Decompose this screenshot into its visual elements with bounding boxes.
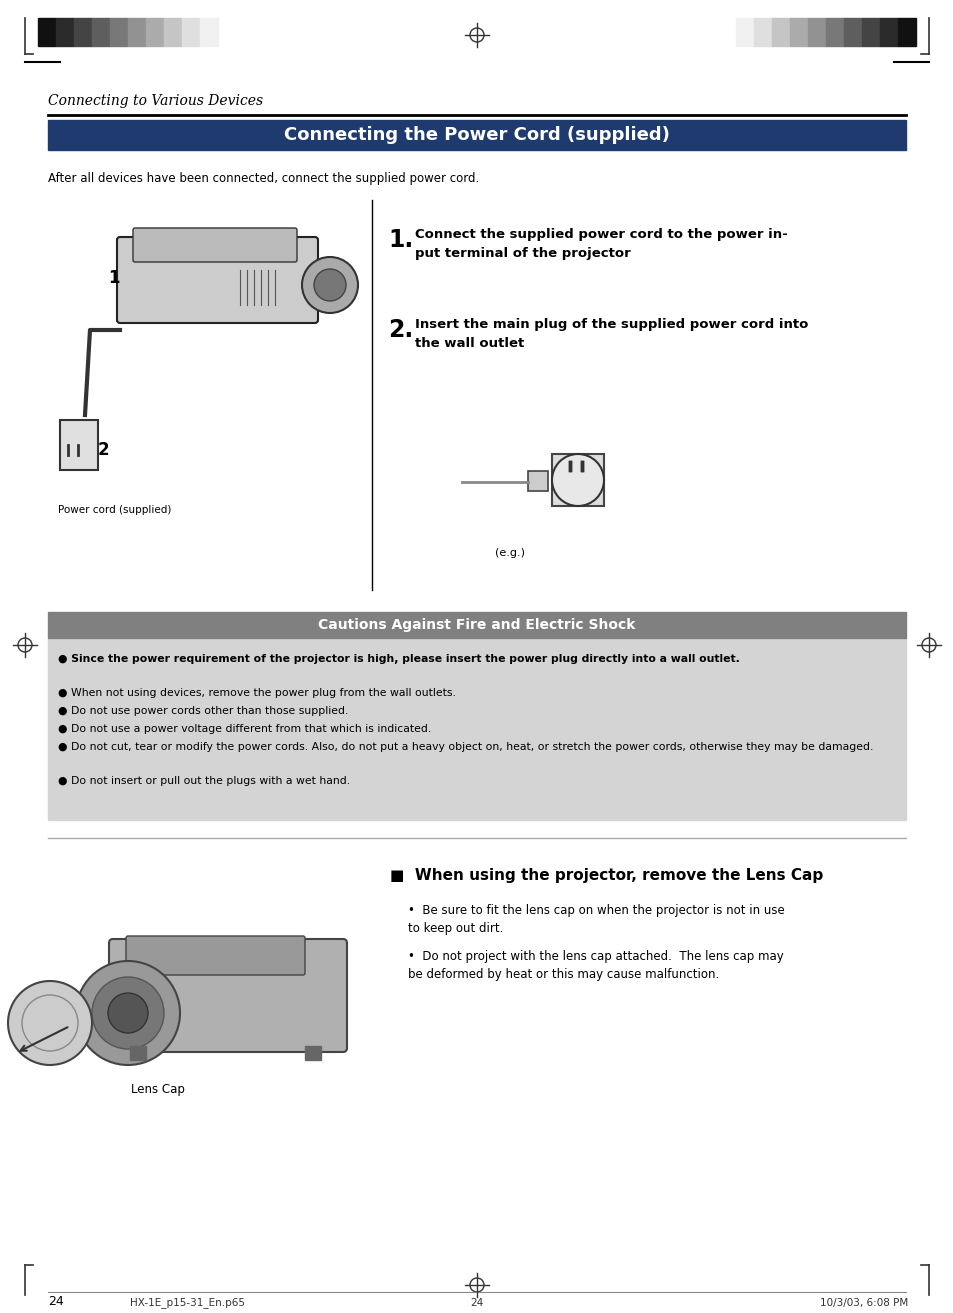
Bar bbox=[164, 18, 182, 46]
Bar bbox=[862, 18, 879, 46]
Text: 1.: 1. bbox=[388, 228, 413, 252]
Text: 1: 1 bbox=[108, 269, 119, 288]
Bar bbox=[753, 18, 771, 46]
Bar bbox=[48, 119, 905, 150]
Bar bbox=[110, 18, 128, 46]
Text: 10/3/03, 6:08 PM: 10/3/03, 6:08 PM bbox=[820, 1299, 907, 1308]
Text: ● Do not insert or pull out the plugs with a wet hand.: ● Do not insert or pull out the plugs wi… bbox=[58, 776, 350, 786]
Text: ● When not using devices, remove the power plug from the wall outlets.: ● When not using devices, remove the pow… bbox=[58, 688, 456, 699]
Text: After all devices have been connected, connect the supplied power cord.: After all devices have been connected, c… bbox=[48, 172, 478, 185]
Text: 2: 2 bbox=[98, 441, 110, 460]
Text: •  Be sure to fit the lens cap on when the projector is not in use
to keep out d: • Be sure to fit the lens cap on when th… bbox=[408, 903, 784, 935]
Text: Lens Cap: Lens Cap bbox=[131, 1083, 185, 1096]
Bar bbox=[128, 18, 146, 46]
Text: ■  When using the projector, remove the Lens Cap: ■ When using the projector, remove the L… bbox=[390, 868, 822, 884]
Bar bbox=[60, 420, 98, 470]
Bar bbox=[807, 18, 825, 46]
Bar bbox=[843, 18, 862, 46]
Text: (e.g.): (e.g.) bbox=[495, 548, 524, 558]
Text: •  Do not project with the lens cap attached.  The lens cap may
be deformed by h: • Do not project with the lens cap attac… bbox=[408, 951, 783, 981]
Circle shape bbox=[108, 993, 148, 1033]
Circle shape bbox=[302, 257, 357, 312]
Bar bbox=[48, 612, 905, 638]
Circle shape bbox=[552, 454, 603, 506]
Bar bbox=[552, 454, 603, 506]
Bar bbox=[527, 471, 547, 491]
Text: 24: 24 bbox=[470, 1299, 483, 1308]
Bar bbox=[182, 18, 200, 46]
Circle shape bbox=[76, 961, 180, 1065]
Bar bbox=[825, 18, 843, 46]
Bar bbox=[56, 18, 74, 46]
Text: Connecting to Various Devices: Connecting to Various Devices bbox=[48, 95, 263, 108]
Bar bbox=[735, 18, 753, 46]
Text: Cautions Against Fire and Electric Shock: Cautions Against Fire and Electric Shock bbox=[318, 618, 635, 632]
Bar bbox=[789, 18, 807, 46]
Text: 2.: 2. bbox=[388, 318, 413, 341]
Bar bbox=[130, 1046, 146, 1060]
Text: Connecting the Power Cord (supplied): Connecting the Power Cord (supplied) bbox=[284, 126, 669, 144]
Circle shape bbox=[314, 269, 346, 301]
Bar bbox=[74, 18, 91, 46]
Bar bbox=[305, 1046, 320, 1060]
Circle shape bbox=[91, 977, 164, 1049]
Text: Insert the main plug of the supplied power cord into
the wall outlet: Insert the main plug of the supplied pow… bbox=[415, 318, 807, 351]
Bar bbox=[48, 638, 905, 821]
FancyBboxPatch shape bbox=[132, 228, 296, 263]
Circle shape bbox=[8, 981, 91, 1065]
Bar bbox=[91, 18, 110, 46]
FancyBboxPatch shape bbox=[117, 238, 317, 323]
Bar bbox=[879, 18, 897, 46]
Circle shape bbox=[552, 454, 603, 506]
Bar bbox=[771, 18, 789, 46]
Text: ● Do not use a power voltage different from that which is indicated.: ● Do not use a power voltage different f… bbox=[58, 723, 431, 734]
Bar bbox=[200, 18, 218, 46]
Text: ● Do not use power cords other than those supplied.: ● Do not use power cords other than thos… bbox=[58, 706, 348, 716]
Text: Power cord (supplied): Power cord (supplied) bbox=[58, 506, 172, 515]
Text: 24: 24 bbox=[48, 1295, 64, 1308]
FancyBboxPatch shape bbox=[126, 936, 305, 976]
Text: Connect the supplied power cord to the power in-
put terminal of the projector: Connect the supplied power cord to the p… bbox=[415, 228, 787, 260]
Text: ● Do not cut, tear or modify the power cords. Also, do not put a heavy object on: ● Do not cut, tear or modify the power c… bbox=[58, 742, 872, 752]
Bar bbox=[146, 18, 164, 46]
Text: HX-1E_p15-31_En.p65: HX-1E_p15-31_En.p65 bbox=[130, 1297, 245, 1308]
FancyBboxPatch shape bbox=[109, 939, 347, 1052]
Text: ● Since the power requirement of the projector is high, please insert the power : ● Since the power requirement of the pro… bbox=[58, 654, 740, 664]
Bar bbox=[38, 18, 56, 46]
Bar bbox=[897, 18, 915, 46]
